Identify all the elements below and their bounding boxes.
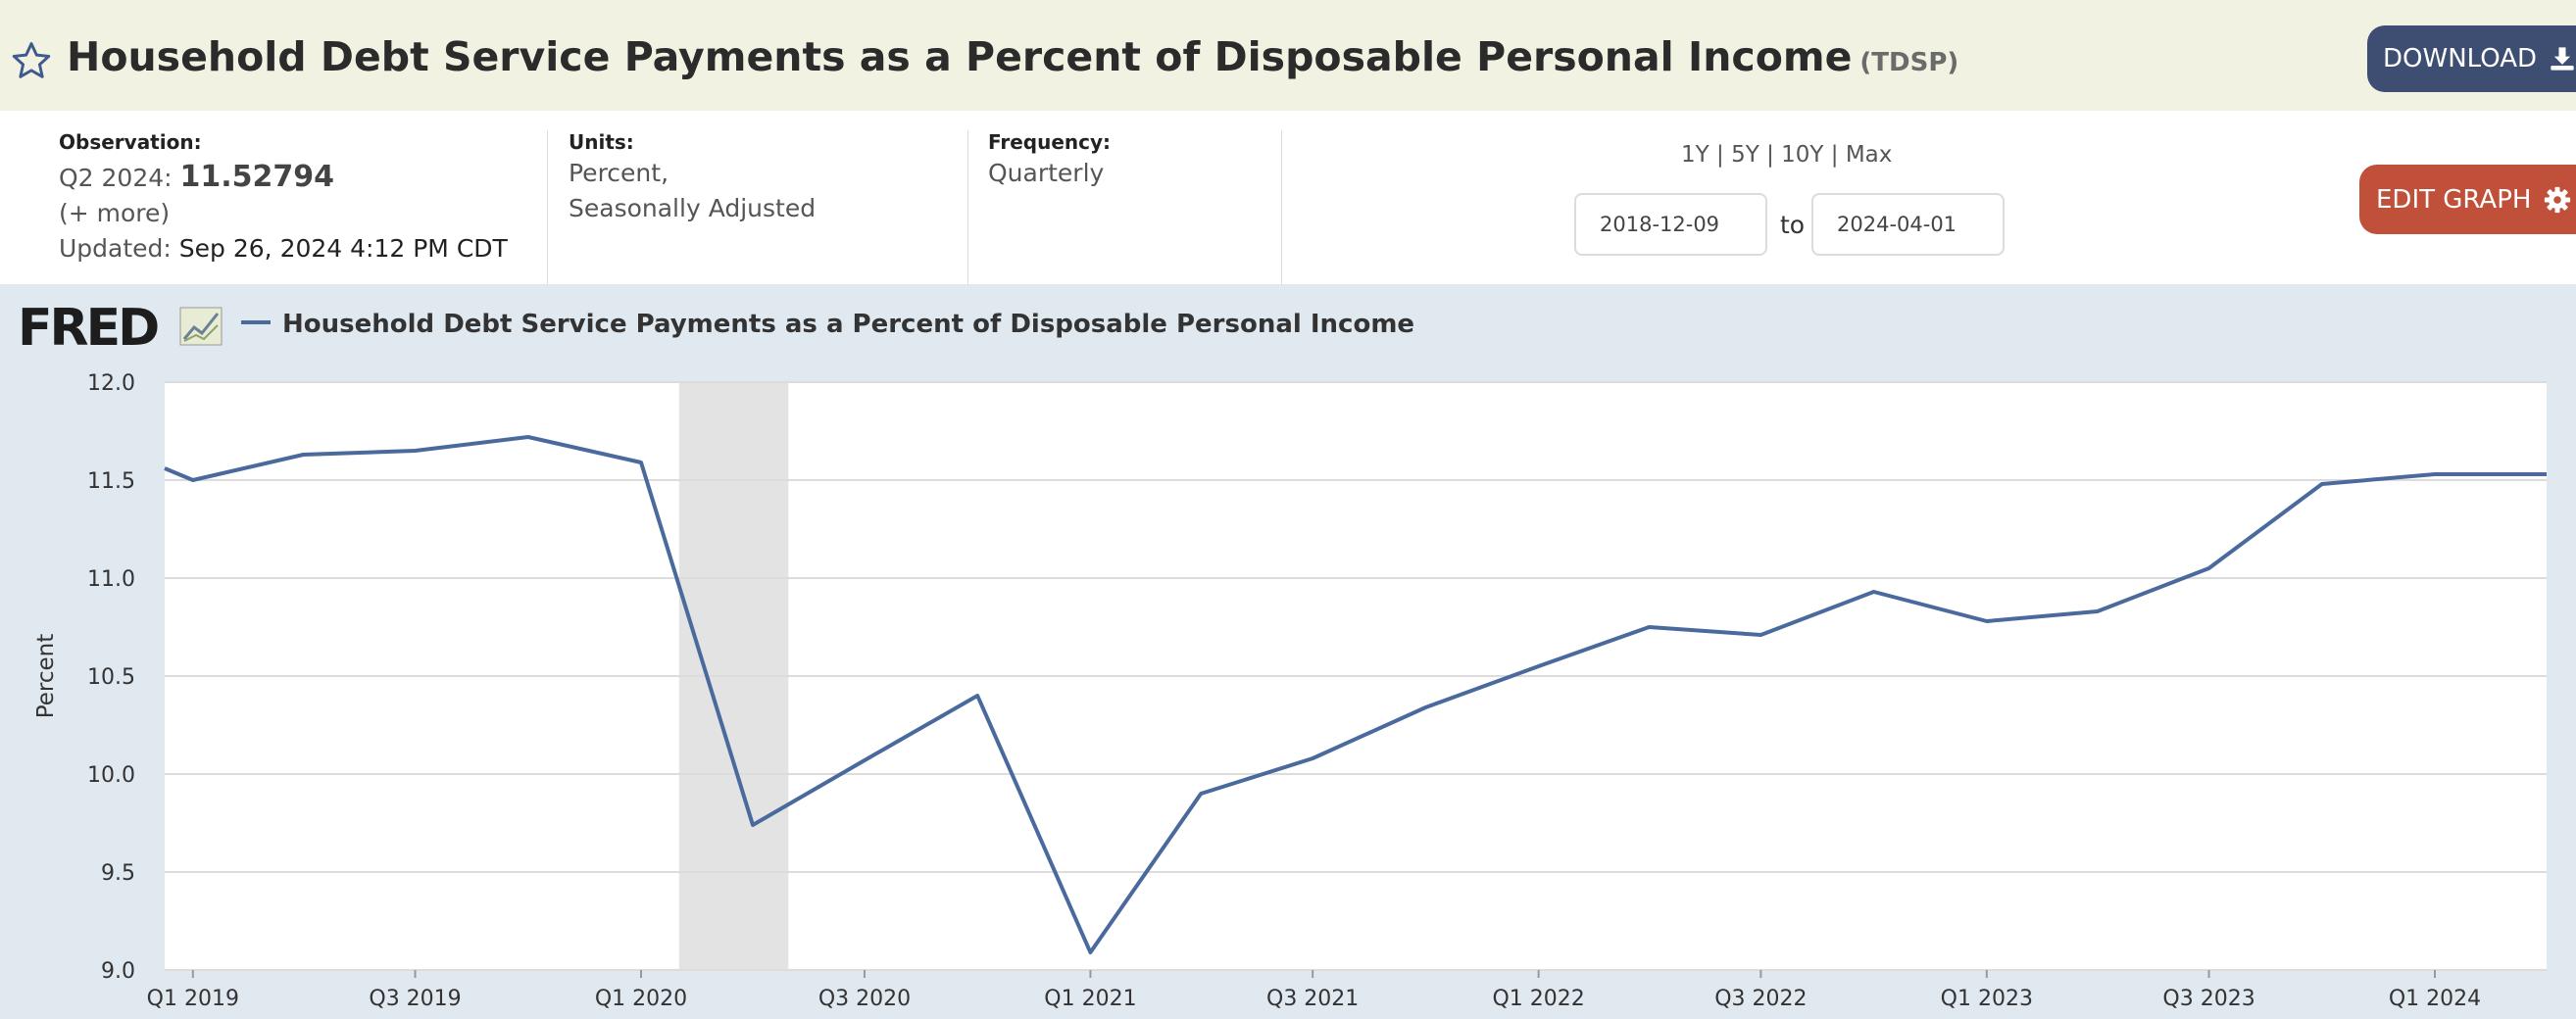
x-tick-label: Q1 2020	[595, 987, 687, 1011]
end-date-input[interactable]: 2024-04-01	[1811, 193, 2005, 256]
fred-logo: FRED	[18, 299, 158, 358]
updated-value: Sep 26, 2024 4:12 PM CDT	[178, 234, 508, 263]
info-bar: Observation: Q2 2024: 11.52794 (+ more) …	[0, 111, 2576, 285]
x-tick-label: Q1 2019	[147, 987, 239, 1011]
frequency-block: Frequency: Quarterly	[988, 130, 1111, 191]
range-5y[interactable]: 5Y	[1731, 142, 1759, 168]
y-tick-label: 11.5	[87, 469, 135, 494]
updated-label: Updated:	[59, 234, 172, 263]
observation-period: Q2 2024:	[59, 164, 173, 192]
x-tick-label: Q3 2023	[2162, 987, 2254, 1011]
divider	[547, 130, 548, 285]
range-separator: |	[1766, 142, 1774, 168]
star-icon[interactable]	[10, 39, 53, 82]
x-tick-label: Q1 2023	[1941, 987, 2033, 1011]
y-tick-label: 12.0	[87, 371, 135, 396]
x-tick-label: Q1 2022	[1492, 987, 1584, 1011]
y-tick-label: 9.0	[101, 959, 135, 984]
x-tick-label: Q3 2021	[1266, 987, 1359, 1011]
y-tick-label: 9.5	[101, 861, 135, 886]
units-block: Units: Percent, Seasonally Adjusted	[569, 130, 816, 226]
download-button[interactable]: DOWNLOAD	[2367, 25, 2576, 92]
units-label: Units:	[569, 130, 634, 154]
chart-panel: FRED Household Debt Service Payments as …	[0, 284, 2576, 1019]
range-max[interactable]: Max	[1845, 142, 1893, 168]
x-tick-label: Q3 2022	[1714, 987, 1807, 1011]
legend-label[interactable]: Household Debt Service Payments as a Per…	[282, 310, 1414, 339]
x-tick-label: Q3 2020	[818, 987, 911, 1011]
fred-graph-icon	[179, 307, 223, 346]
y-tick-label: 10.0	[87, 763, 135, 788]
start-date-input[interactable]: 2018-12-09	[1574, 193, 1767, 256]
range-selector: 1Y | 5Y | 10Y | Max	[1681, 142, 1892, 168]
range-separator: |	[1830, 142, 1839, 168]
observation-value: 11.52794	[179, 160, 335, 194]
x-tick-label: Q1 2021	[1044, 987, 1136, 1011]
line-chart: FRED Household Debt Service Payments as …	[18, 299, 2547, 1011]
y-tick-label: 10.5	[87, 665, 135, 690]
range-separator: |	[1716, 142, 1724, 168]
series-code: (TDSP)	[1859, 48, 1959, 77]
download-label: DOWNLOAD	[2383, 44, 2538, 73]
to-label: to	[1780, 211, 1806, 239]
x-tick-label: Q3 2019	[369, 987, 461, 1011]
x-tick-label: Q1 2024	[2389, 987, 2481, 1011]
divider	[1281, 130, 1282, 285]
gear-icon	[2545, 186, 2571, 213]
more-link[interactable]: (+ more)	[59, 199, 171, 227]
range-10y[interactable]: 10Y	[1781, 142, 1824, 168]
y-axis-label: Percent	[33, 634, 59, 719]
series-title: Household Debt Service Payments as a Per…	[67, 33, 1853, 80]
divider	[967, 130, 968, 285]
units-line1: Percent,	[569, 159, 669, 187]
y-tick-label: 11.0	[87, 567, 135, 592]
edit-graph-button[interactable]: EDIT GRAPH	[2359, 165, 2576, 234]
page-title: Household Debt Service Payments as a Per…	[67, 33, 1958, 80]
observation-block: Observation: Q2 2024: 11.52794 (+ more) …	[59, 130, 508, 267]
download-icon	[2551, 47, 2574, 71]
units-line2: Seasonally Adjusted	[569, 194, 817, 222]
header-bar: Household Debt Service Payments as a Per…	[0, 0, 2576, 111]
series-line	[164, 435, 2547, 954]
range-1y[interactable]: 1Y	[1681, 142, 1709, 168]
frequency-label: Frequency:	[988, 130, 1112, 154]
frequency-value: Quarterly	[988, 159, 1105, 187]
observation-label: Observation:	[59, 130, 202, 154]
edit-graph-label: EDIT GRAPH	[2376, 184, 2532, 215]
